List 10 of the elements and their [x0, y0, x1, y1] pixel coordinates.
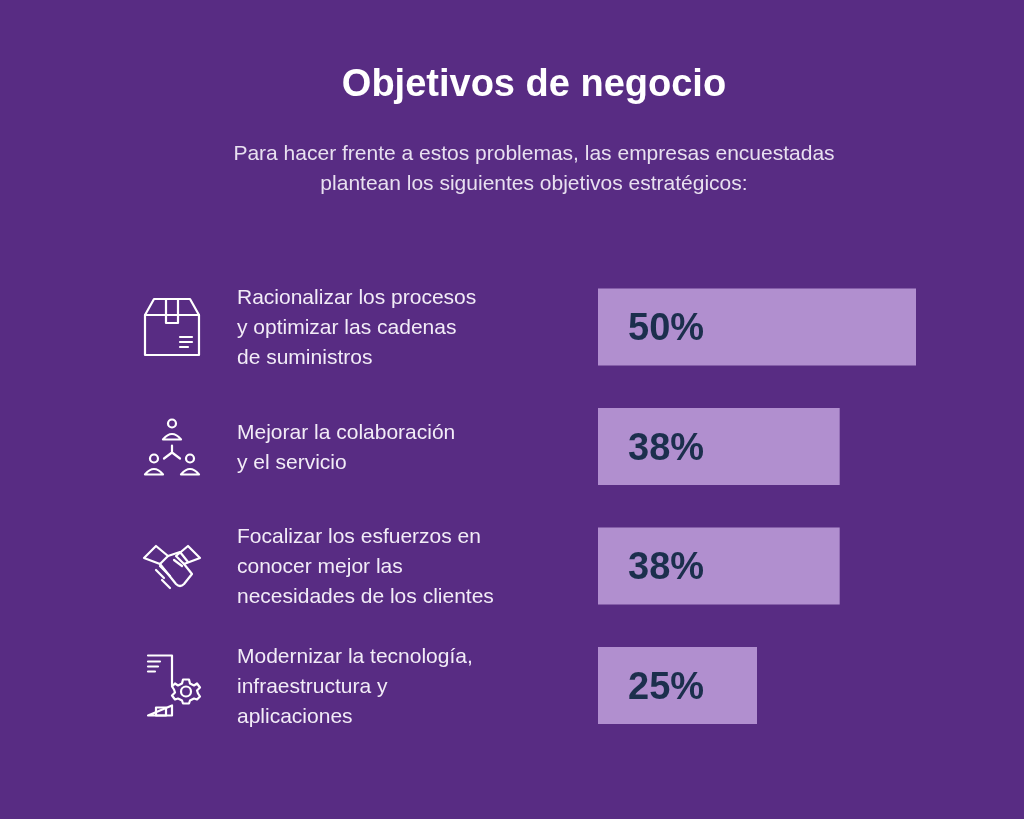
chart-subtitle: Para hacer frente a estos problemas, las empresas encuestadas plantean los siguientes objetivos estratégicos: [233, 141, 835, 194]
y-tick-label: Focalizar los esfuerzos en conocer mejor las necesidades de los clientes [237, 524, 494, 607]
y-tick-label: Mejorar la colaboración y el servicio [237, 419, 456, 473]
data-label: 38% [628, 425, 705, 468]
chart-title: Objetivos de negocio [341, 62, 727, 104]
y-tick-label: Modernizar la tecnología, infraestructura y aplicaciones [237, 643, 473, 727]
y-tick-label: Racionalizar los procesos y optimizar las cadenas de suministros [237, 285, 477, 368]
data-label: 25% [628, 664, 705, 707]
data-label: 38% [628, 545, 705, 587]
data-label: 50% [628, 306, 705, 348]
